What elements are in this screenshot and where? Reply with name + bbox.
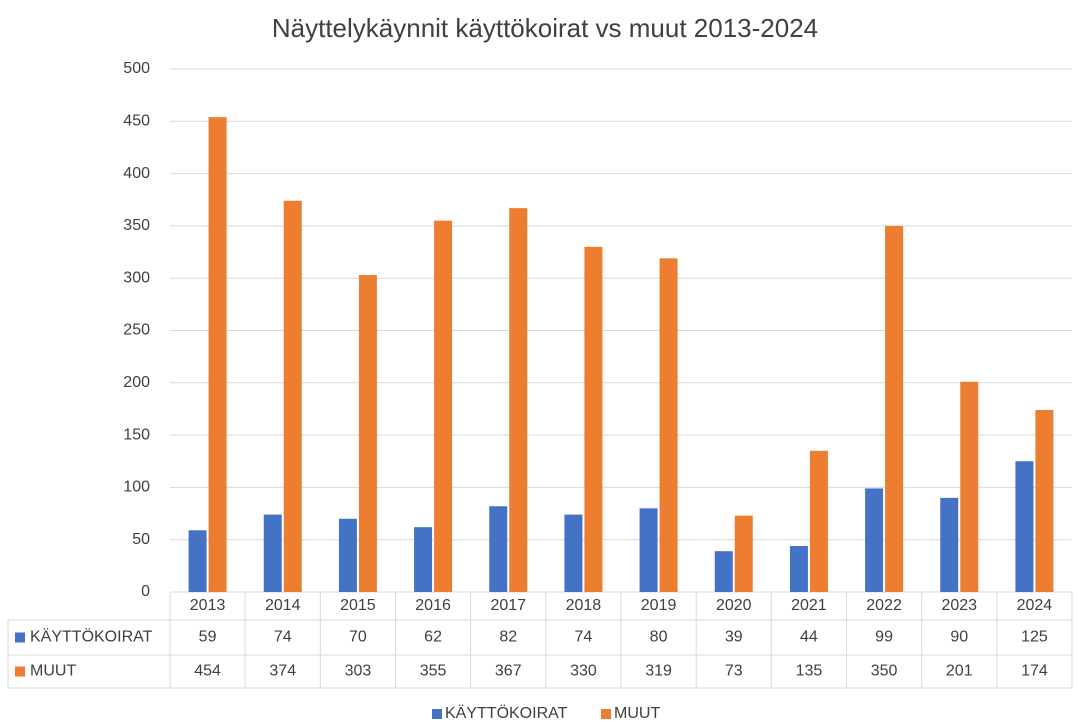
- x-tick-label: 2016: [415, 597, 451, 614]
- legend-key: [432, 709, 442, 719]
- bar: [564, 514, 583, 592]
- bar: [1035, 409, 1054, 592]
- y-tick-label: 350: [123, 217, 150, 234]
- chart-title: Näyttelykäynnit käyttökoirat vs muut 201…: [272, 13, 818, 43]
- table-value: 454: [194, 663, 221, 680]
- table-value: 73: [725, 663, 743, 680]
- table-row-label: KÄYTTÖKOIRAT: [30, 628, 153, 646]
- y-tick-label: 150: [123, 426, 150, 443]
- bar: [489, 506, 508, 592]
- bar: [358, 275, 377, 592]
- y-tick-label: 250: [123, 322, 150, 339]
- x-tick-label: 2020: [716, 597, 752, 614]
- x-tick-label: 2024: [1017, 597, 1053, 614]
- table-value: 74: [274, 629, 292, 646]
- bar: [659, 258, 678, 592]
- x-tick-label: 2021: [791, 597, 827, 614]
- table-value: 350: [871, 663, 898, 680]
- y-tick-label: 0: [141, 583, 150, 600]
- x-tick-label: 2019: [641, 597, 677, 614]
- legend-key: [601, 709, 611, 719]
- table-value: 374: [269, 663, 296, 680]
- table-value: 44: [800, 629, 818, 646]
- bar: [865, 488, 884, 592]
- table-value: 62: [424, 629, 442, 646]
- bar: [584, 246, 603, 592]
- table-row-label: MUUT: [30, 663, 76, 680]
- table-legend-key: [15, 632, 25, 643]
- bar: [809, 450, 828, 592]
- bar: [789, 545, 808, 592]
- x-tick-label: 2013: [190, 597, 226, 614]
- x-tick-label: 2014: [265, 597, 301, 614]
- table-value: 59: [199, 629, 217, 646]
- table-value: 39: [725, 629, 743, 646]
- table-value: 125: [1021, 629, 1048, 646]
- bar: [263, 514, 282, 592]
- table-value: 90: [950, 629, 968, 646]
- bar: [885, 225, 904, 592]
- legend-label: MUUT: [614, 705, 660, 722]
- bar: [208, 117, 227, 592]
- y-tick-label: 200: [123, 374, 150, 391]
- x-tick-label: 2022: [866, 597, 902, 614]
- y-tick-label: 400: [123, 165, 150, 182]
- table-value: 82: [499, 629, 517, 646]
- bar: [188, 530, 207, 592]
- table-value: 201: [946, 663, 973, 680]
- bar: [283, 200, 302, 592]
- bar: [1015, 461, 1034, 592]
- bar: [639, 508, 658, 592]
- bar: [734, 515, 753, 592]
- x-tick-label: 2017: [490, 597, 526, 614]
- x-tick-label: 2018: [566, 597, 602, 614]
- table-value: 70: [349, 629, 367, 646]
- y-tick-label: 300: [123, 269, 150, 286]
- y-tick-label: 500: [123, 60, 150, 77]
- bar: [940, 497, 959, 592]
- table-value: 80: [650, 629, 668, 646]
- bar: [434, 220, 453, 593]
- legend-label: KÄYTTÖKOIRAT: [445, 704, 568, 722]
- x-tick-label: 2023: [941, 597, 977, 614]
- table-value: 99: [875, 629, 893, 646]
- y-tick-label: 50: [132, 531, 150, 548]
- table-value: 355: [420, 663, 447, 680]
- y-tick-label: 450: [123, 113, 150, 130]
- y-tick-label: 100: [123, 479, 150, 496]
- bar: [509, 208, 528, 593]
- bar: [714, 551, 733, 592]
- x-tick-label: 2015: [340, 597, 376, 614]
- bar: [960, 381, 979, 592]
- table-value: 74: [575, 629, 593, 646]
- table-value: 330: [570, 663, 597, 680]
- table-legend-key: [15, 666, 25, 677]
- table-value: 319: [645, 663, 672, 680]
- bar: [338, 518, 357, 592]
- table-value: 303: [345, 663, 372, 680]
- bar: [414, 527, 433, 592]
- table-value: 135: [796, 663, 823, 680]
- table-value: 174: [1021, 663, 1048, 680]
- table-value: 367: [495, 663, 522, 680]
